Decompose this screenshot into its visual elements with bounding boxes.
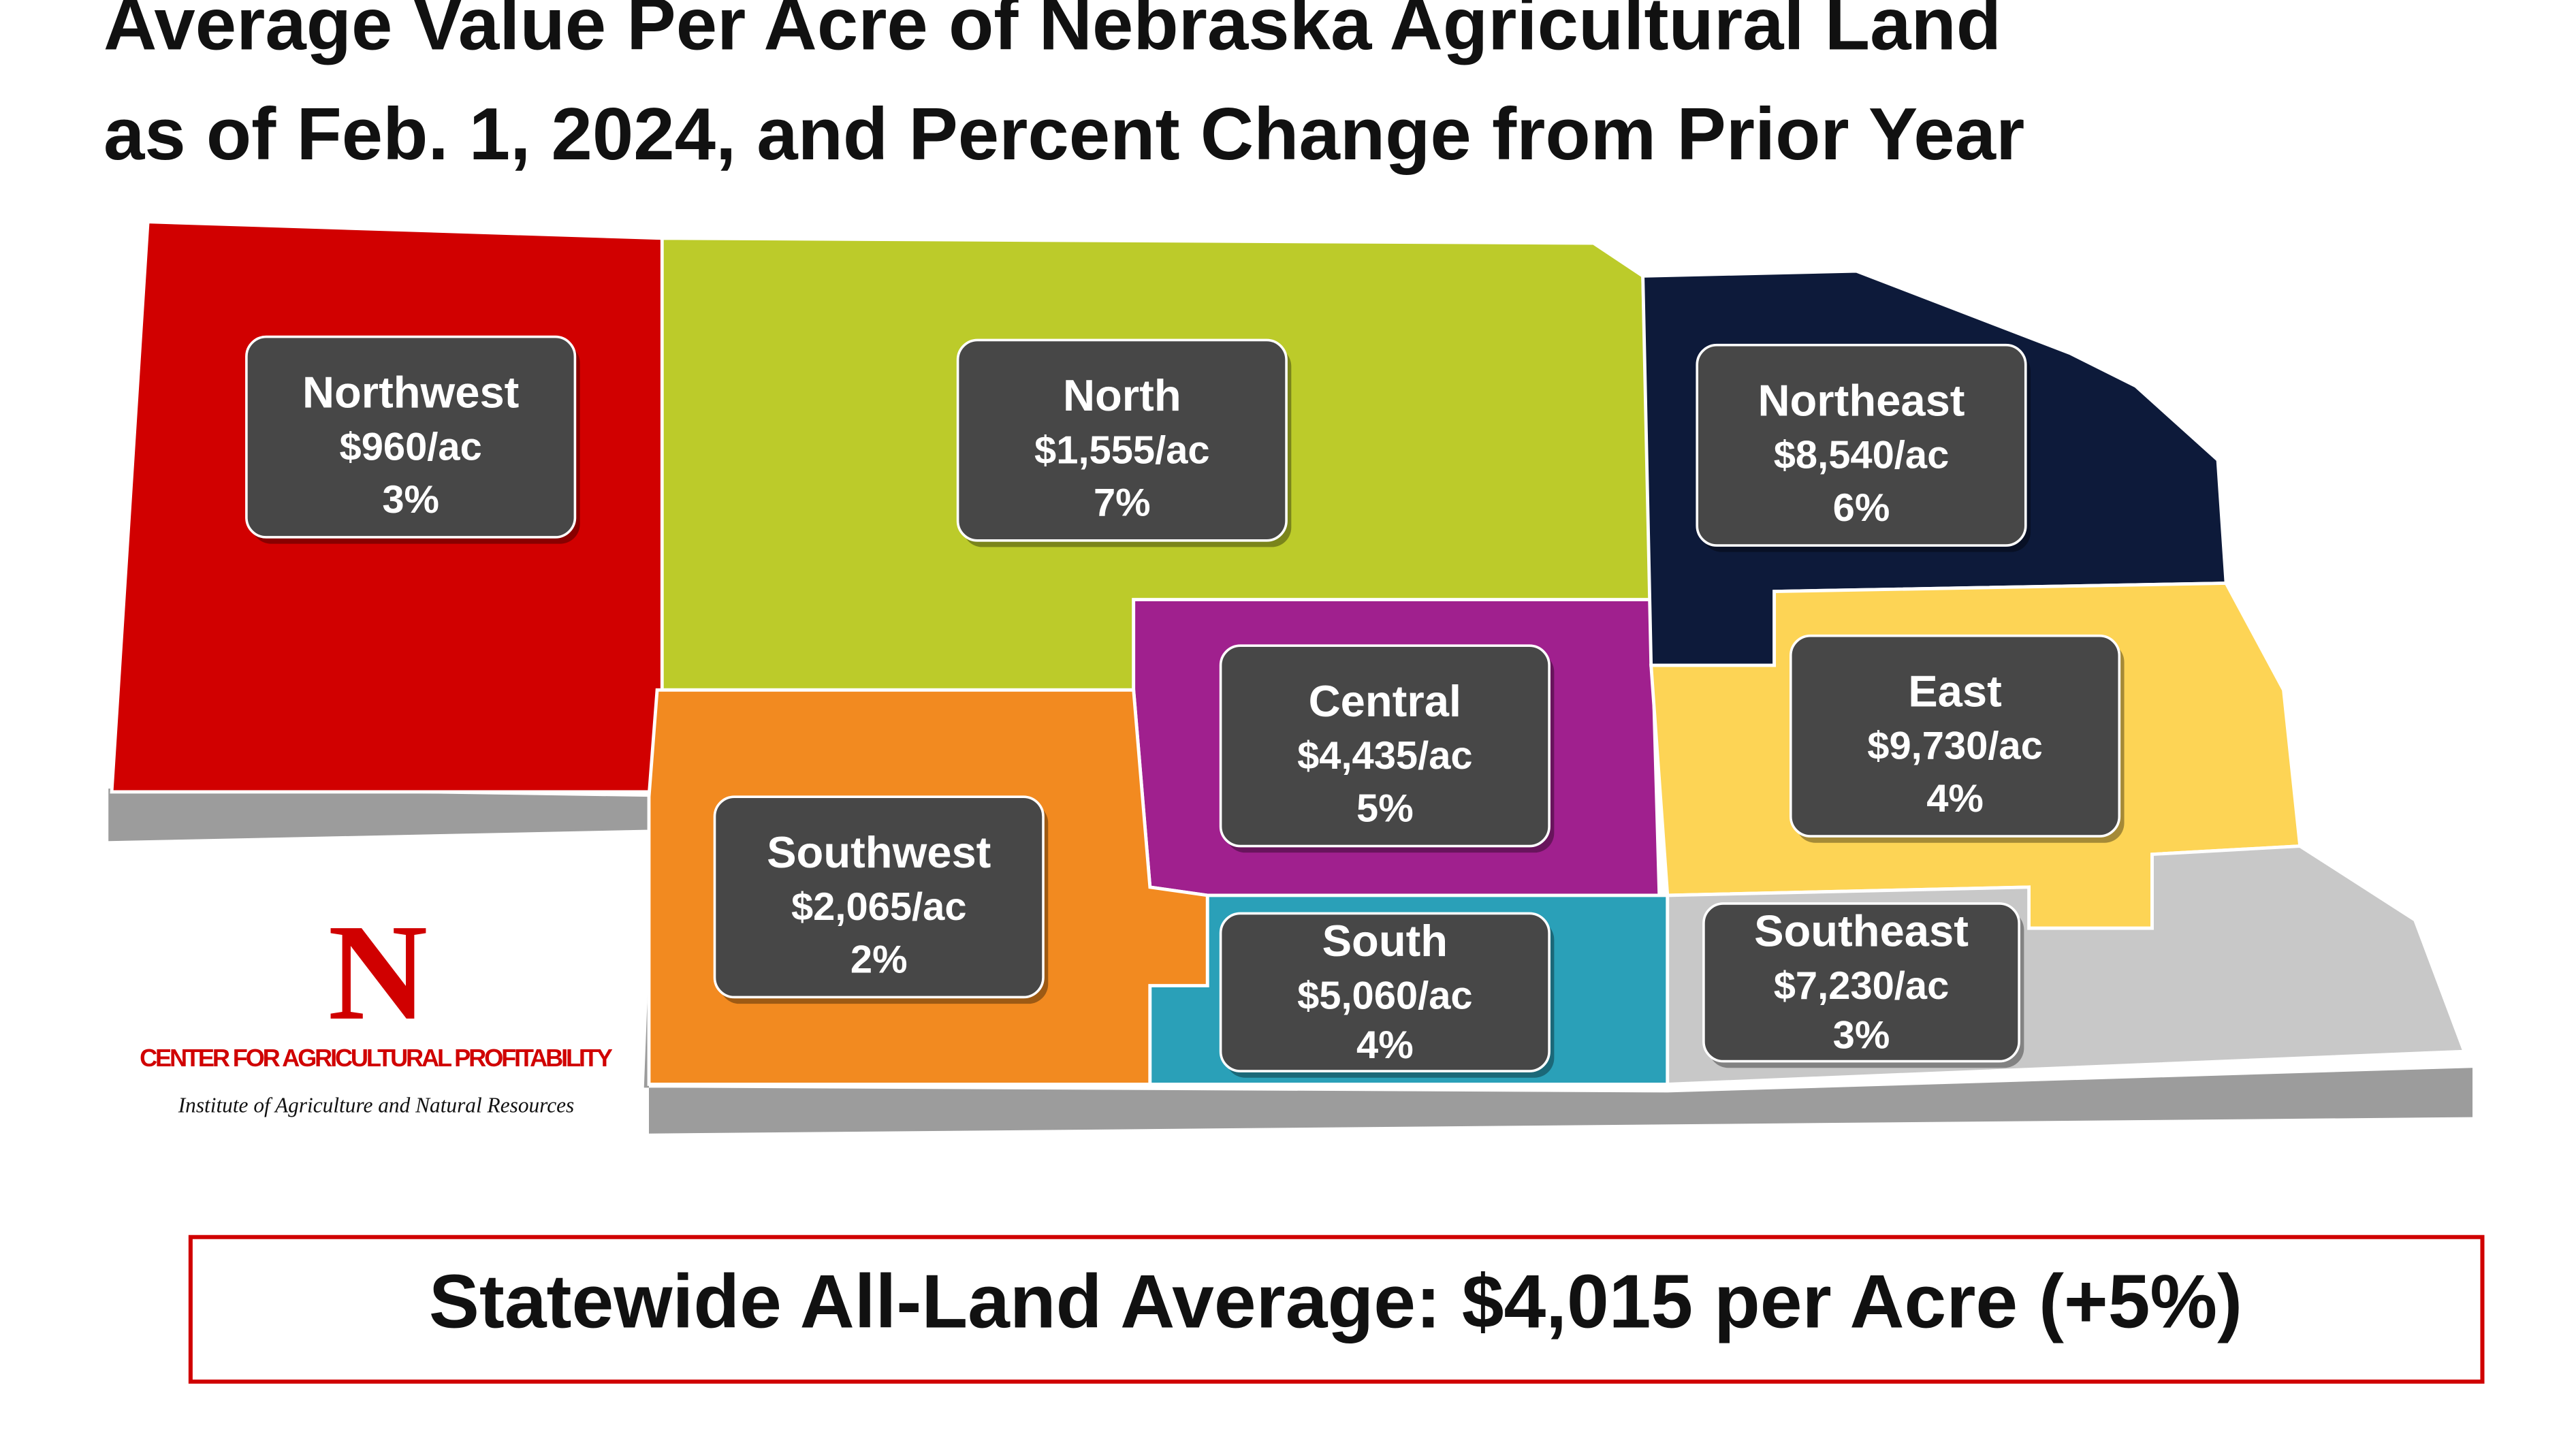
region-name: Central: [1309, 676, 1461, 726]
statewide-box: [188, 1235, 2485, 1384]
label-box: [1696, 343, 2027, 547]
label-box: [245, 335, 577, 539]
label-box: [1219, 912, 1551, 1072]
logo-mark: N: [328, 895, 428, 1049]
logo: N CENTER FOR AGRICULTURAL PROFITABILITY …: [140, 895, 613, 1117]
region-change: 7%: [1094, 481, 1151, 525]
region-value: $9,730/ac: [1867, 724, 2043, 768]
region-value: $4,435/ac: [1297, 734, 1473, 778]
region-change: 3%: [1833, 1013, 1890, 1057]
title-line: Average Value Per Acre of Nebraska Agric…: [104, 0, 2001, 65]
region-change: 4%: [1926, 777, 1984, 821]
label-box: [713, 795, 1045, 999]
region-name: South: [1322, 916, 1448, 966]
region-value: $5,060/ac: [1297, 974, 1473, 1017]
label-box: [956, 338, 1288, 542]
region-value: $960/ac: [340, 426, 482, 469]
region-name: Northeast: [1758, 375, 1965, 425]
region-value: $8,540/ac: [1774, 434, 1950, 477]
logo-institute: Institute of Agriculture and Natural Res…: [178, 1093, 575, 1117]
label-box: [1789, 634, 2121, 838]
region-change: 5%: [1356, 786, 1414, 830]
region-value: $1,555/ac: [1034, 428, 1210, 472]
label-box: [1702, 902, 2020, 1063]
label-box: [1219, 644, 1551, 848]
region-name: Northwest: [302, 367, 519, 417]
title-line: as of Feb. 1, 2024, and Percent Change f…: [104, 93, 2024, 176]
region-name: Southeast: [1754, 906, 1969, 956]
region-name: Southwest: [767, 827, 991, 877]
region-change: 4%: [1356, 1023, 1414, 1067]
statewide-text: Statewide All-Land Average: $4,015 per A…: [429, 1259, 2242, 1343]
region-name: North: [1063, 370, 1181, 420]
map-edge: [108, 789, 2473, 1134]
region-value: $7,230/ac: [1774, 964, 1950, 1008]
region-labels: Northwest $960/ac 3% North $1,555/ac 7% Northe…: [245, 335, 2125, 1078]
logo-center: CENTER FOR AGRICULTURAL PROFITABILITY: [140, 1044, 613, 1072]
region-name: East: [1908, 666, 2002, 716]
region-change: 3%: [382, 478, 439, 522]
region-change: 6%: [1833, 486, 1890, 530]
region-change: 2%: [850, 938, 908, 981]
region-value: $2,065/ac: [791, 885, 967, 929]
